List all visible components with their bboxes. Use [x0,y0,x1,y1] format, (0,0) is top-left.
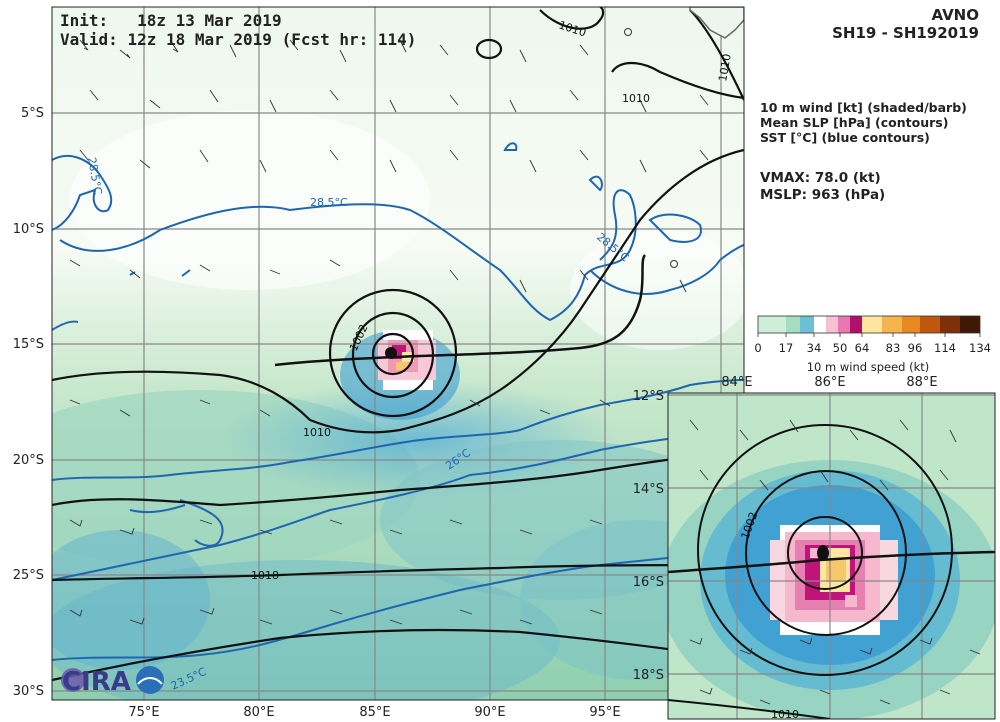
field-sst: SST [°C] (blue contours) [760,130,930,145]
svg-text:134: 134 [969,341,991,355]
model-name: AVNO [931,6,979,24]
svg-text:1010: 1010 [771,708,799,721]
svg-text:75°E: 75°E [128,705,159,720]
svg-text:1010: 1010 [622,92,650,105]
svg-text:80°E: 80°E [243,705,274,720]
main-lon-labels: 75°E 80°E 85°E 90°E 95°E [128,705,620,720]
svg-text:30°S: 30°S [13,684,44,699]
svg-text:20°S: 20°S [13,453,44,468]
init-line: Init: 18z 13 Mar 2019 [60,11,282,30]
slp-contours [52,7,744,682]
svg-text:25°S: 25°S [13,568,44,583]
svg-text:14°S: 14°S [633,482,664,497]
svg-text:10°S: 10°S [13,222,44,237]
slp-contour-labels: 1010 1010 1010 1002 1010 1018 [251,18,734,582]
svg-text:86°E: 86°E [814,375,845,390]
wind-barbs [69,39,709,625]
svg-text:5°S: 5°S [21,106,44,121]
valid-line: Valid: 12z 18 Mar 2019 (Fcst hr: 114) [60,30,417,49]
svg-text:16°S: 16°S [633,575,664,590]
svg-text:0: 0 [754,341,761,355]
svg-text:64: 64 [855,341,870,355]
mslp-value: MSLP: 963 (hPa) [760,187,886,203]
svg-text:50: 50 [833,341,848,355]
svg-text:84°E: 84°E [721,375,752,390]
field-slp: Mean SLP [hPa] (contours) [760,115,949,130]
svg-text:17: 17 [779,341,794,355]
inset-lon-labels: 84°E 86°E 88°E [721,375,937,390]
svg-text:96: 96 [908,341,923,355]
svg-text:114: 114 [934,341,956,355]
vmax-value: VMAX: 78.0 (kt) [760,170,881,186]
cira-logo: CIRA [61,666,164,697]
colorbar: 0 17 34 50 64 83 96 114 134 10 m wind sp… [754,315,991,374]
storm-stats: VMAX: 78.0 (kt) MSLP: 963 (hPa) [760,170,885,204]
svg-text:28.5°C: 28.5°C [85,156,104,196]
inset-lat-labels: 12°S 14°S 16°S 18°S [633,389,664,683]
sst-contours [52,142,744,661]
svg-text:85°E: 85°E [359,705,390,720]
svg-text:1010: 1010 [303,426,331,439]
svg-text:34: 34 [807,341,822,355]
svg-text:1018: 1018 [251,569,279,582]
graticule [52,7,744,700]
storm-id: SH19 - SH192019 [832,24,979,42]
field-wind: 10 m wind [kt] (shaded/barb) [760,100,967,115]
inset-map [668,393,995,719]
svg-text:83: 83 [886,341,901,355]
svg-text:88°E: 88°E [906,375,937,390]
svg-text:CIRA: CIRA [62,667,131,697]
svg-text:28.5°C: 28.5°C [310,196,348,209]
field-legend: 10 m wind [kt] (shaded/barb) Mean SLP [h… [760,100,967,145]
svg-text:90°E: 90°E [474,705,505,720]
svg-text:15°S: 15°S [13,337,44,352]
svg-text:95°E: 95°E [589,705,620,720]
svg-text:1010: 1010 [716,53,734,83]
colorbar-label: 10 m wind speed (kt) [807,360,930,374]
main-lat-labels: 5°S 10°S 15°S 20°S 25°S 30°S [13,106,44,699]
svg-text:18°S: 18°S [633,668,664,683]
svg-text:12°S: 12°S [633,389,664,404]
